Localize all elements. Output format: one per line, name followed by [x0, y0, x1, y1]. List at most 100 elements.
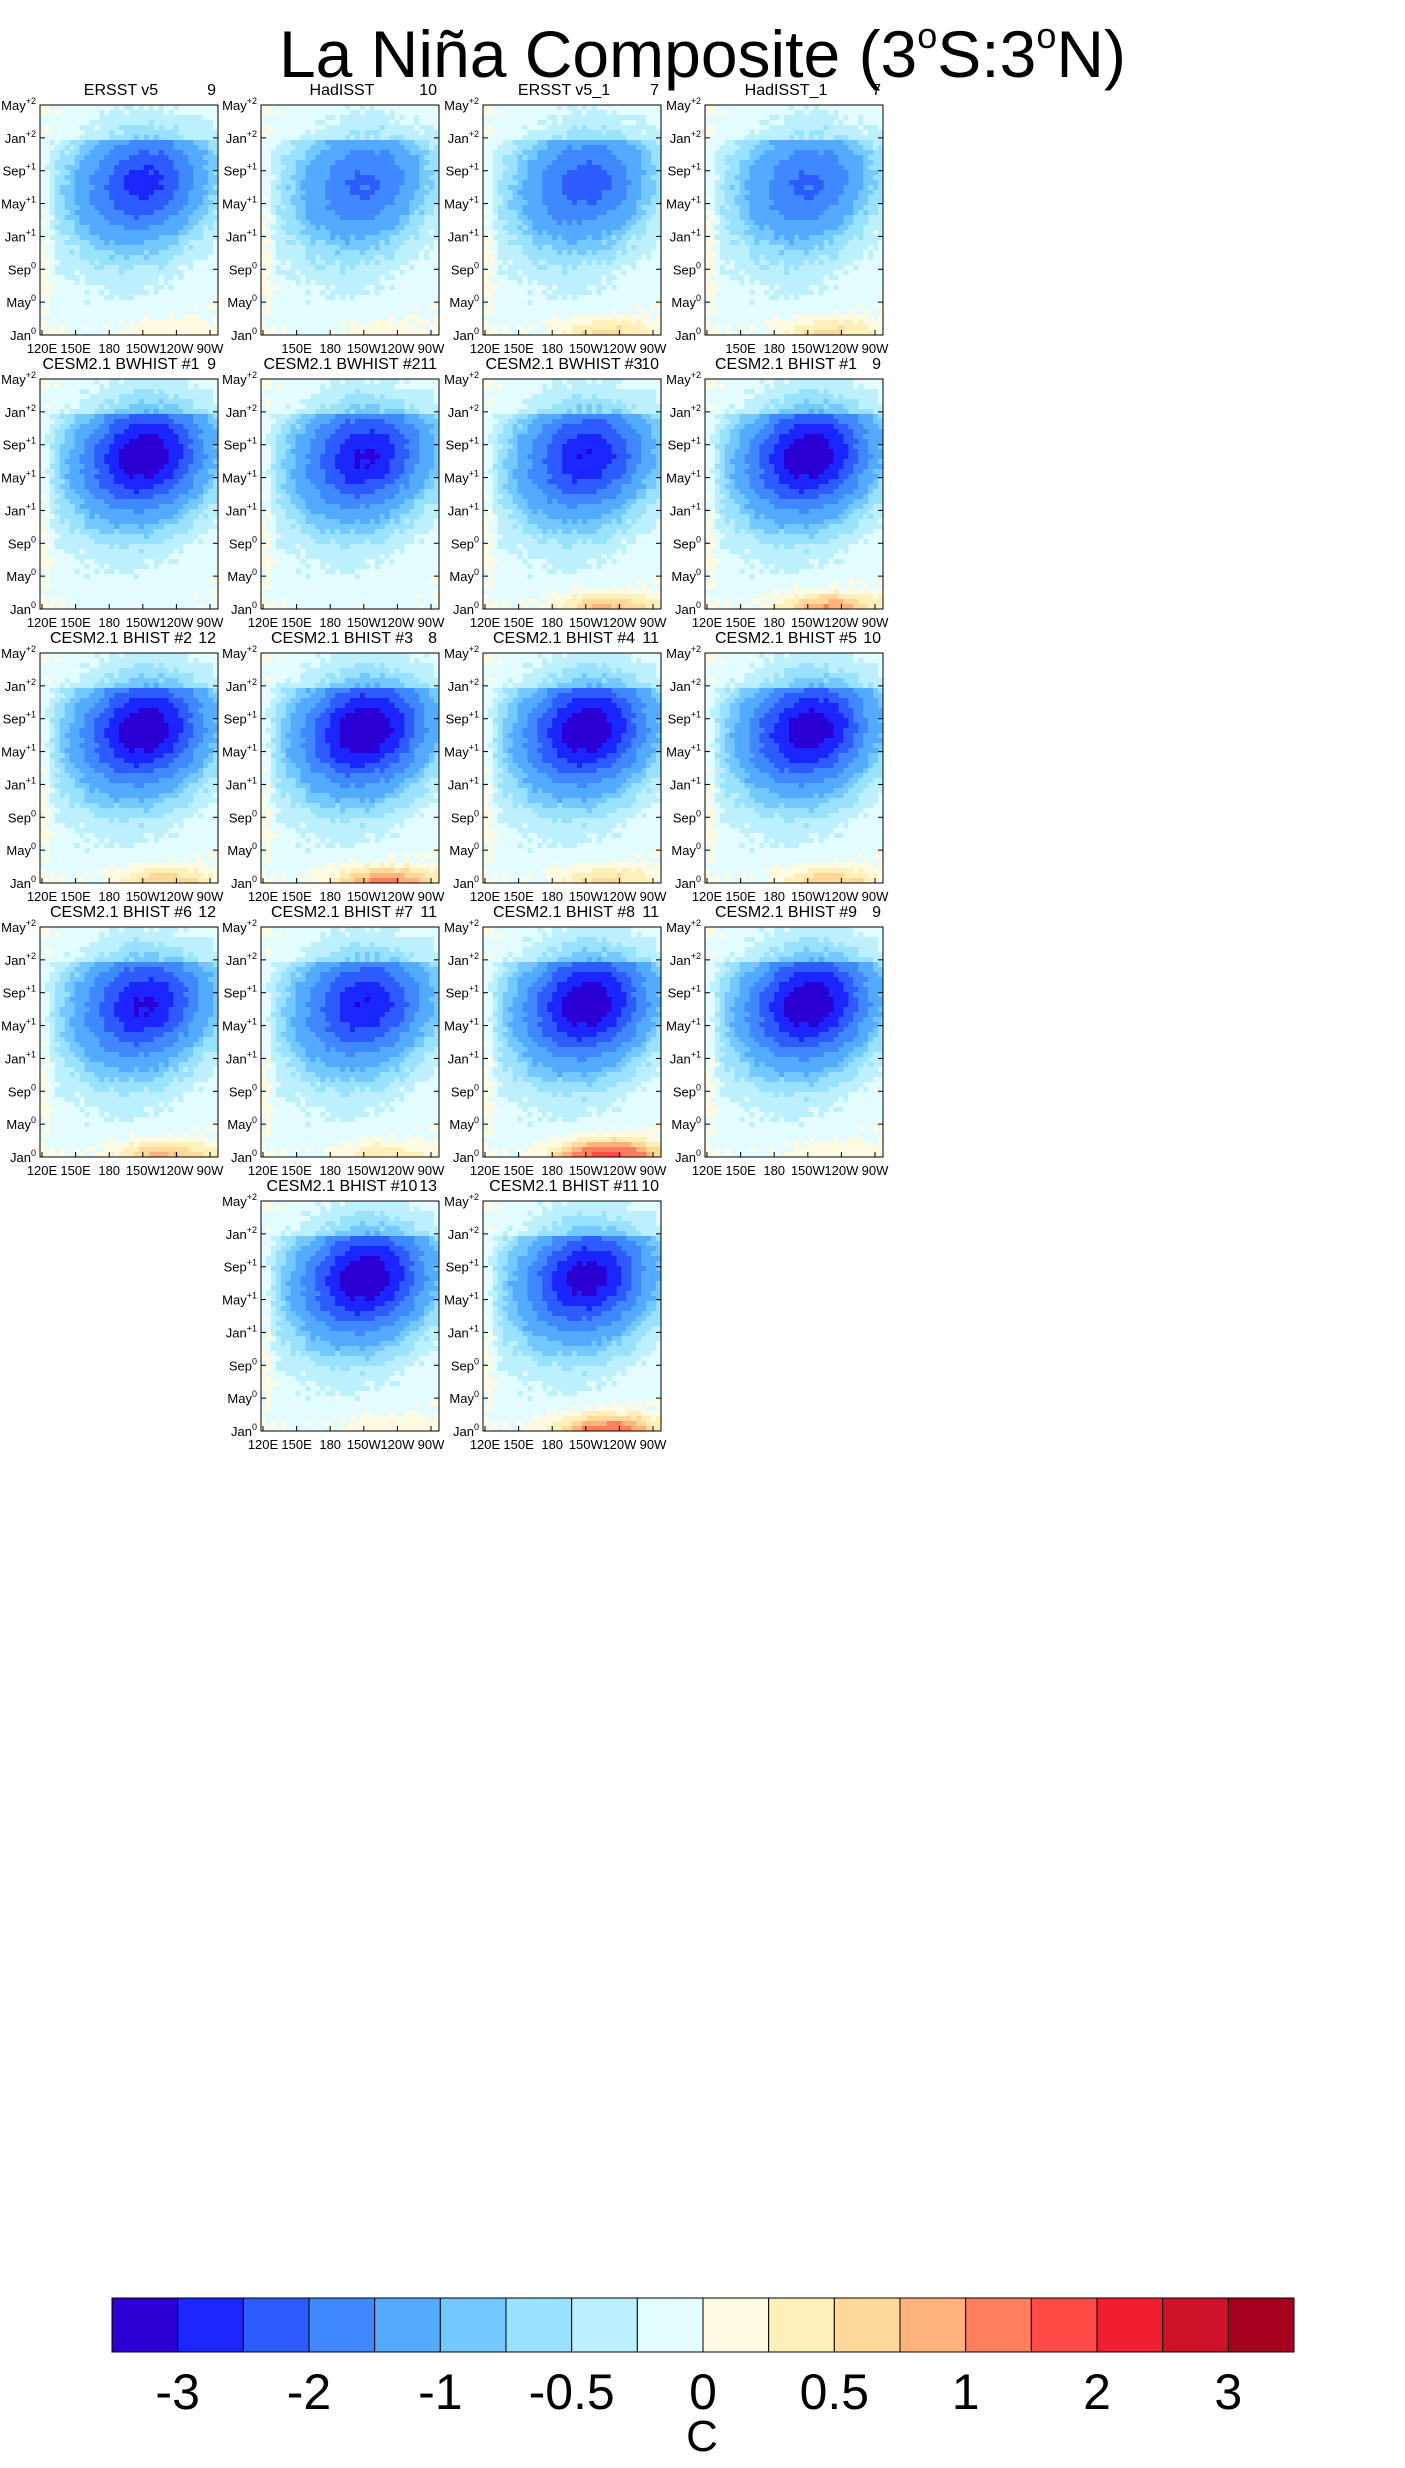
heatmap-cell	[379, 140, 386, 146]
heatmap-cell	[656, 195, 661, 201]
heatmap-cell	[114, 300, 120, 306]
heatmap-cell	[295, 175, 302, 181]
heatmap-cell	[483, 275, 489, 281]
heatmap-cell	[621, 240, 627, 246]
heatmap-cell	[359, 275, 366, 281]
heatmap-cell	[49, 285, 56, 291]
heatmap-cell	[119, 200, 125, 206]
heatmap-cell	[109, 130, 115, 136]
heatmap-cell	[49, 170, 56, 176]
heatmap-cell	[621, 110, 627, 116]
heatmap-cell	[567, 255, 573, 261]
heatmap-cell	[389, 275, 396, 281]
heatmap-cell	[557, 150, 563, 156]
heatmap-cell	[369, 265, 376, 271]
heatmap-cell	[79, 250, 86, 256]
heatmap-cell	[345, 155, 351, 161]
heatmap-cell	[567, 245, 573, 251]
heatmap-cell	[315, 120, 321, 126]
heatmap-cell	[379, 110, 386, 116]
heatmap-cell	[483, 295, 489, 301]
heatmap-cell	[354, 220, 361, 226]
heatmap-cell	[517, 145, 524, 151]
heatmap-cell	[626, 295, 632, 301]
heatmap-cell	[44, 325, 51, 331]
heatmap-cell	[305, 225, 312, 231]
heatmap-cell	[183, 315, 189, 321]
heatmap-cell	[193, 155, 199, 161]
heatmap-cell	[636, 140, 642, 146]
heatmap-cell	[497, 320, 504, 326]
heatmap-cell	[129, 235, 135, 241]
heatmap-cell	[173, 240, 180, 246]
heatmap-cell	[109, 290, 115, 296]
heatmap-cell	[354, 215, 361, 221]
heatmap-cell	[148, 190, 155, 196]
heatmap-cell	[591, 220, 598, 226]
heatmap-cell	[94, 150, 100, 156]
heatmap-cell	[399, 170, 405, 176]
heatmap-cell	[119, 295, 125, 301]
heatmap-cell	[389, 185, 396, 191]
heatmap-cell	[354, 180, 361, 186]
heatmap-cell	[492, 215, 499, 221]
heatmap-cell	[641, 295, 647, 301]
heatmap-cell	[399, 295, 405, 301]
heatmap-cell	[557, 165, 563, 171]
heatmap-cell	[359, 155, 366, 161]
heatmap-cell	[74, 330, 81, 335]
heatmap-cell	[148, 210, 155, 216]
heatmap-cell	[330, 220, 336, 226]
heatmap-cell	[310, 255, 316, 261]
heatmap-cell	[611, 160, 618, 166]
heatmap-cell	[89, 130, 95, 136]
heatmap-cell	[208, 155, 214, 161]
heatmap-cell	[434, 145, 439, 151]
heatmap-cell	[591, 195, 598, 201]
heatmap-cell	[399, 265, 405, 271]
heatmap-cell	[109, 165, 115, 171]
heatmap-cell	[576, 275, 583, 281]
heatmap-cell	[64, 330, 71, 335]
x-tick-label: 150E	[281, 341, 312, 356]
heatmap-cell	[265, 195, 272, 201]
heatmap-cell	[138, 110, 145, 116]
heatmap-cell	[606, 225, 613, 231]
y-tick-label: May+2	[1, 96, 36, 113]
heatmap-cell	[280, 210, 287, 216]
heatmap-cell	[507, 145, 514, 151]
heatmap-cell	[325, 110, 331, 116]
heatmap-cell	[384, 195, 391, 201]
heatmap-cell	[646, 145, 652, 151]
heatmap-cell	[198, 175, 204, 181]
heatmap-cell	[158, 125, 165, 131]
heatmap-cell	[646, 210, 652, 216]
heatmap-cell	[576, 225, 583, 231]
heatmap-cell	[379, 295, 386, 301]
heatmap-cell	[330, 215, 336, 221]
heatmap-cell	[84, 270, 91, 276]
heatmap-cell	[552, 145, 558, 151]
heatmap-cell	[133, 250, 140, 256]
heatmap-cell	[621, 195, 627, 201]
heatmap-cell	[369, 330, 376, 335]
heatmap-cell	[414, 205, 420, 211]
heatmap-cell	[626, 230, 632, 236]
heatmap-cell	[261, 300, 267, 306]
heatmap-cell	[631, 305, 637, 311]
heatmap-cell	[502, 195, 509, 201]
heatmap-cell	[586, 220, 593, 226]
heatmap-cell	[300, 325, 307, 331]
heatmap-cell	[492, 225, 499, 231]
heatmap-cell	[429, 225, 435, 231]
heatmap-cell	[94, 195, 100, 201]
heatmap-cell	[320, 255, 326, 261]
heatmap-cell	[606, 275, 613, 281]
heatmap-cell	[572, 145, 578, 151]
heatmap-cell	[399, 255, 405, 261]
heatmap-cell	[354, 225, 361, 231]
heatmap-cell	[158, 235, 165, 241]
heatmap-cell	[280, 215, 287, 221]
heatmap-cell	[374, 270, 381, 276]
heatmap-cell	[310, 195, 316, 201]
